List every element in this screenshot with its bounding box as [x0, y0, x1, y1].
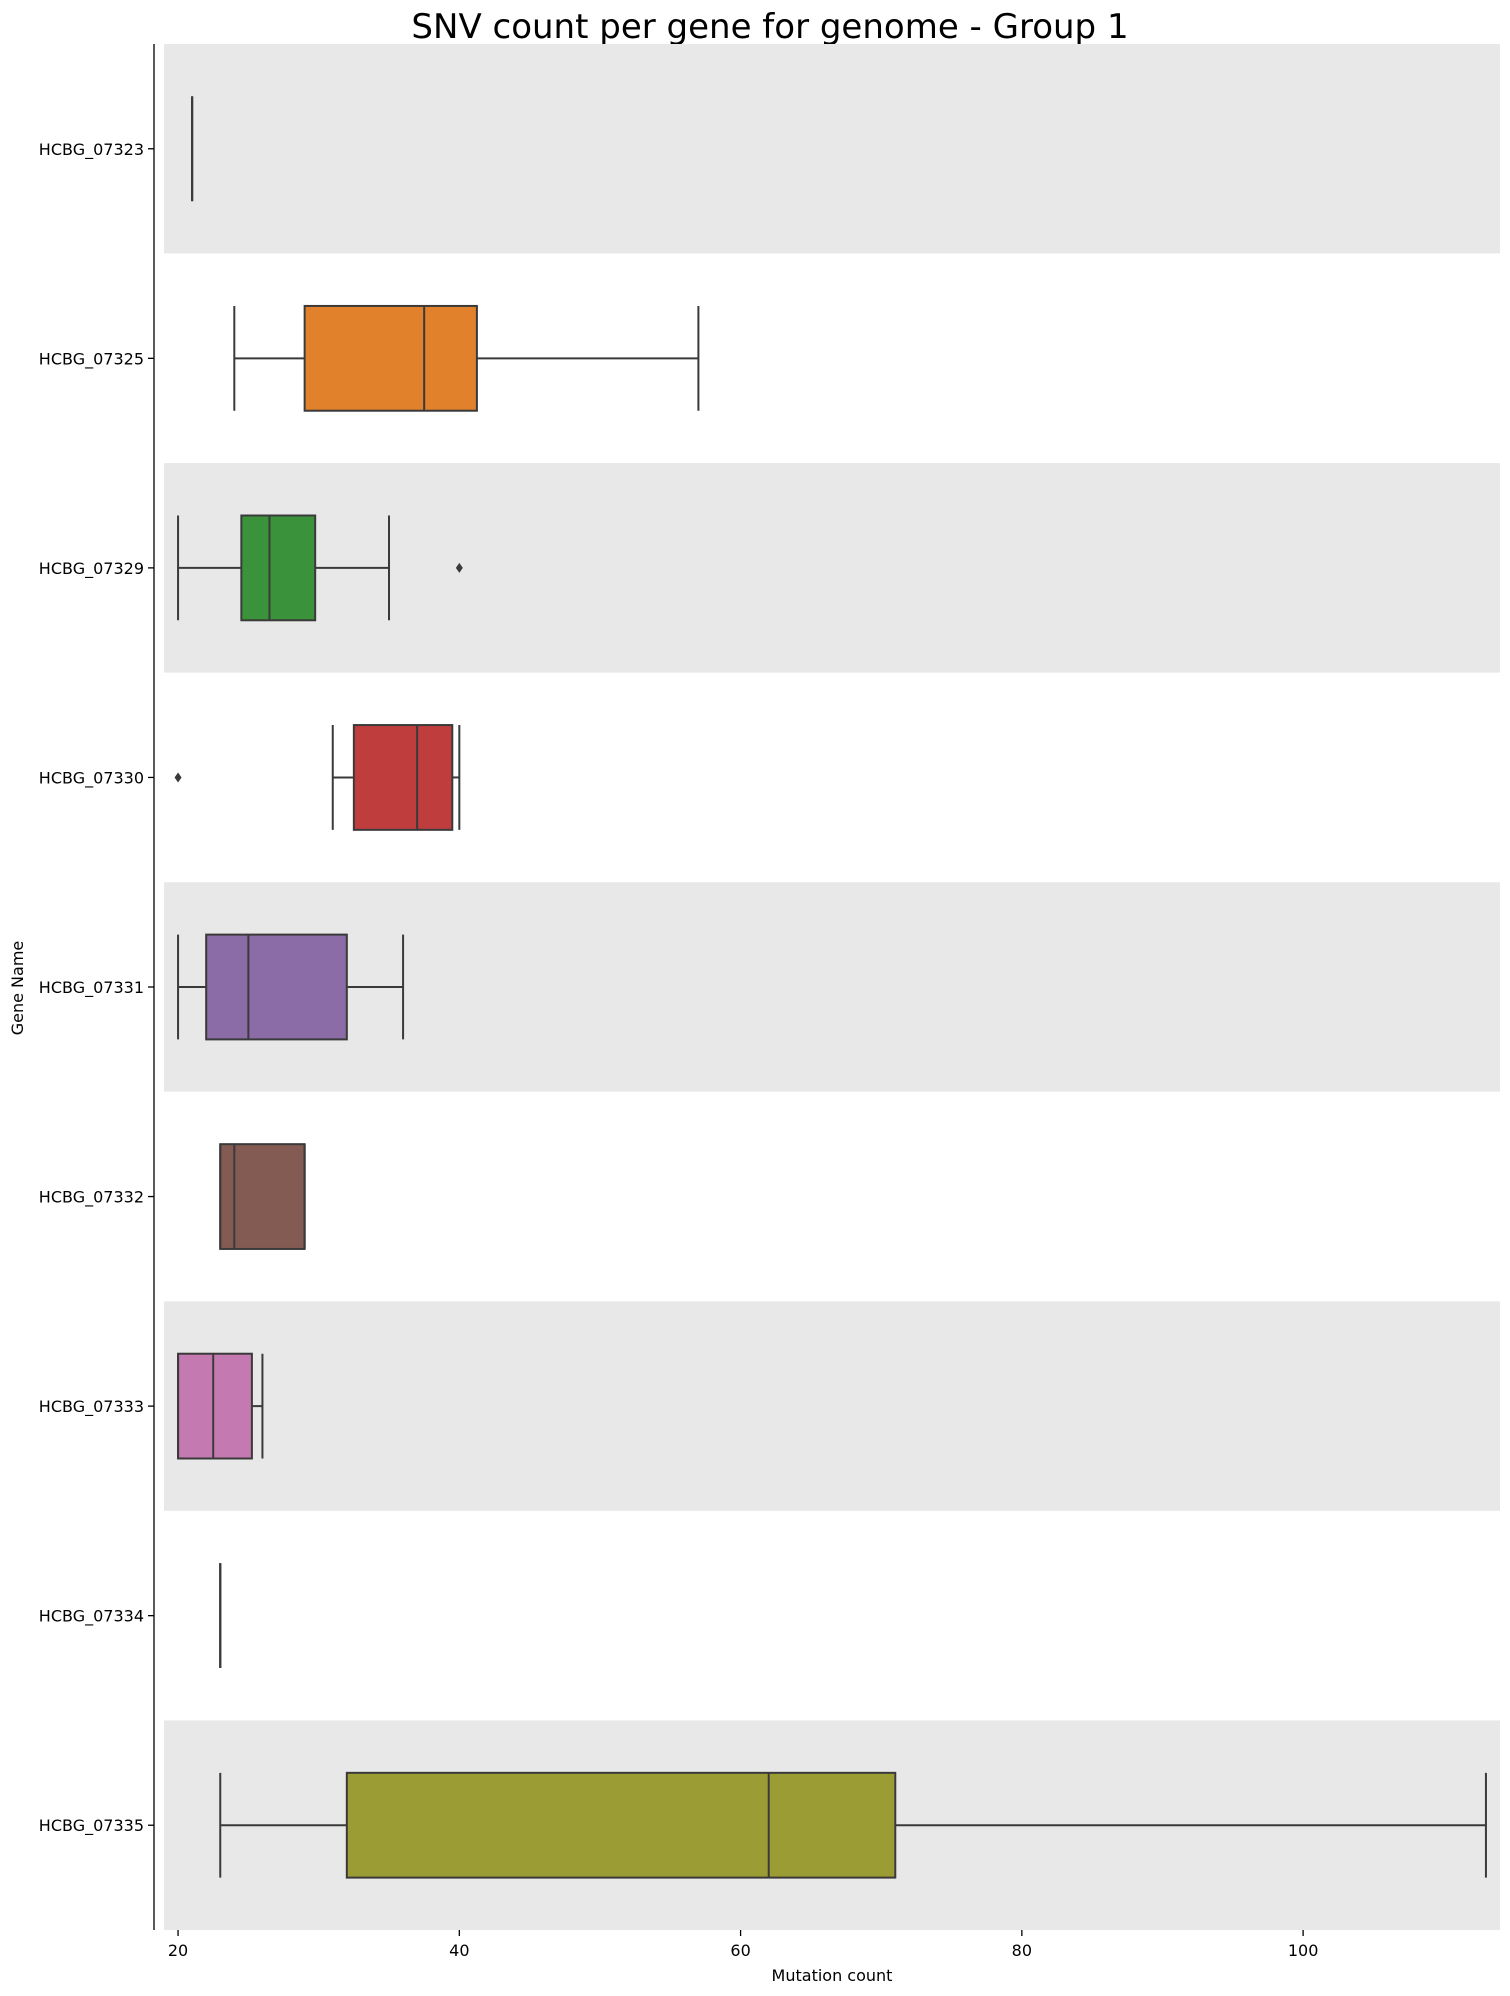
y-axis: HCBG_07323 HCBG_07325 HCBG_07329 HCBG_07330… [39, 44, 155, 1930]
iqr-box [352, 724, 454, 831]
box-hcbg-07333 [177, 1352, 264, 1460]
iqr-box [345, 1771, 897, 1879]
y-tick-label: HCBG_07333 [39, 1397, 144, 1417]
outlier-point [455, 562, 463, 573]
iqr-box [177, 1352, 253, 1460]
x-axis-label: Mutation count [772, 1966, 893, 1985]
box-hcbg-07329 [177, 514, 463, 622]
y-tick-label: HCBG_07332 [39, 1188, 144, 1208]
y-tick-label: HCBG_07331 [39, 978, 144, 998]
x-tick-label: 80 [1012, 1941, 1032, 1960]
x-tick-label: 40 [449, 1941, 469, 1960]
y-axis-label: Gene Name [8, 941, 27, 1036]
category-band [164, 1510, 1500, 1721]
x-tick-label: 20 [168, 1941, 188, 1960]
y-tick-label: HCBG_07330 [39, 768, 144, 788]
box-hcbg-07335 [219, 1771, 1487, 1879]
box-hcbg-07332 [219, 1143, 306, 1250]
x-axis: 20 40 60 80 100 [168, 1930, 1319, 1960]
category-band [164, 1091, 1500, 1302]
category-band [164, 1301, 1500, 1511]
y-tick-label: HCBG_07335 [39, 1816, 144, 1836]
iqr-box [240, 514, 317, 622]
x-tick-label: 60 [730, 1941, 750, 1960]
y-tick-label: HCBG_07329 [39, 559, 144, 579]
y-tick-label: HCBG_07323 [39, 140, 144, 160]
iqr-box [205, 933, 348, 1041]
category-band [164, 44, 1500, 254]
box-plot-series [174, 96, 1487, 1879]
box-hcbg-07331 [177, 933, 405, 1041]
chart-title: SNV count per gene for genome - Group 1 [411, 7, 1128, 47]
y-tick-label: HCBG_07334 [39, 1607, 144, 1627]
y-tick-label: HCBG_07325 [39, 349, 144, 369]
outlier-point [174, 772, 182, 783]
iqr-box [303, 304, 478, 412]
x-tick-label: 100 [1288, 1941, 1319, 1960]
iqr-box [219, 1143, 306, 1250]
box-hcbg-07330 [174, 724, 461, 831]
box-hcbg-07325 [233, 304, 700, 412]
